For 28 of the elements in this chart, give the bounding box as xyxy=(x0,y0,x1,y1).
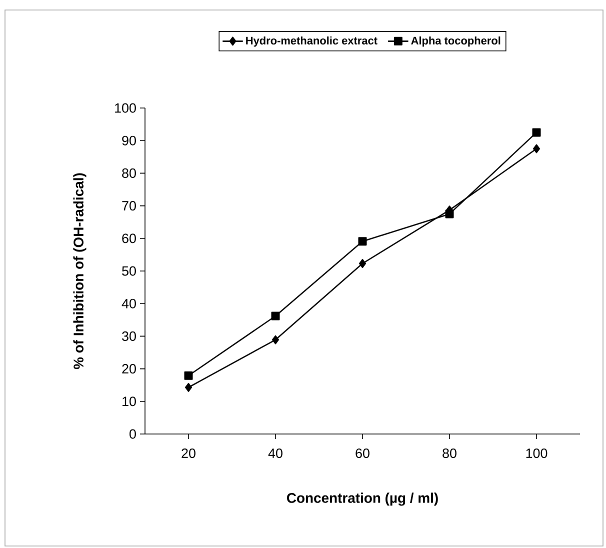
point xyxy=(533,144,540,154)
y-tick-label: 70 xyxy=(122,201,136,211)
y-axis-title: % of Inhibition of (OH-radical) xyxy=(73,173,86,370)
point xyxy=(271,312,280,320)
y-tick-label: 0 xyxy=(130,429,136,439)
point xyxy=(185,382,192,392)
y-tick-label: 60 xyxy=(122,234,136,244)
point xyxy=(532,128,541,137)
legend-label: Alpha tocopherol xyxy=(411,36,500,47)
x-tick-label: 40 xyxy=(268,448,282,458)
y-tick-label: 100 xyxy=(115,103,136,113)
y-tick-label: 10 xyxy=(122,396,136,406)
x-tick-label: 100 xyxy=(526,448,548,458)
y-tick-label: 20 xyxy=(122,364,136,374)
x-axis-title: Concentration (µg / ml) xyxy=(287,492,438,506)
y-tick-label: 90 xyxy=(122,136,136,146)
y-tick-label: 30 xyxy=(122,331,136,341)
y-tick-label: 50 xyxy=(122,266,136,276)
y-tick-label: 40 xyxy=(122,298,136,308)
x-tick-label: 60 xyxy=(356,448,370,458)
x-tick-label: 20 xyxy=(182,448,196,458)
point xyxy=(359,259,366,268)
legend-label: Hydro-methanolic extract xyxy=(246,36,378,47)
y-tick-label: 80 xyxy=(122,168,136,178)
x-tick-label: 80 xyxy=(442,448,456,458)
point xyxy=(184,371,193,380)
point xyxy=(358,237,367,246)
point xyxy=(272,335,279,344)
